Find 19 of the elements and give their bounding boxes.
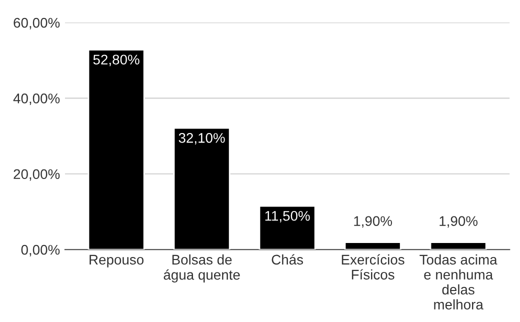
y-tick-label: 20,00% — [14, 169, 60, 181]
y-tick-label: 40,00% — [13, 94, 60, 106]
bar — [258, 205, 316, 250]
data-label: 52,80% — [93, 54, 140, 66]
x-tick-label: Todas acima e nenhuma delas melhora — [420, 254, 498, 310]
data-label: 11,50% — [265, 210, 310, 222]
x-tick-label: Repouso — [90, 254, 144, 268]
bar — [344, 242, 402, 250]
data-label: 32,10% — [178, 133, 225, 144]
y-tick-label: 0,00% — [21, 244, 60, 256]
x-tick-label: Exercícios Físicos — [342, 254, 404, 280]
data-label: 1,90% — [354, 216, 392, 228]
bar — [173, 127, 230, 250]
data-label: 1,90% — [440, 216, 478, 228]
x-tick-label: Bolsas de água quente — [164, 254, 240, 283]
bar — [430, 242, 487, 250]
y-tick-label: 60,00% — [14, 18, 60, 30]
bar — [88, 49, 145, 250]
x-tick-label: Chás — [272, 254, 304, 265]
